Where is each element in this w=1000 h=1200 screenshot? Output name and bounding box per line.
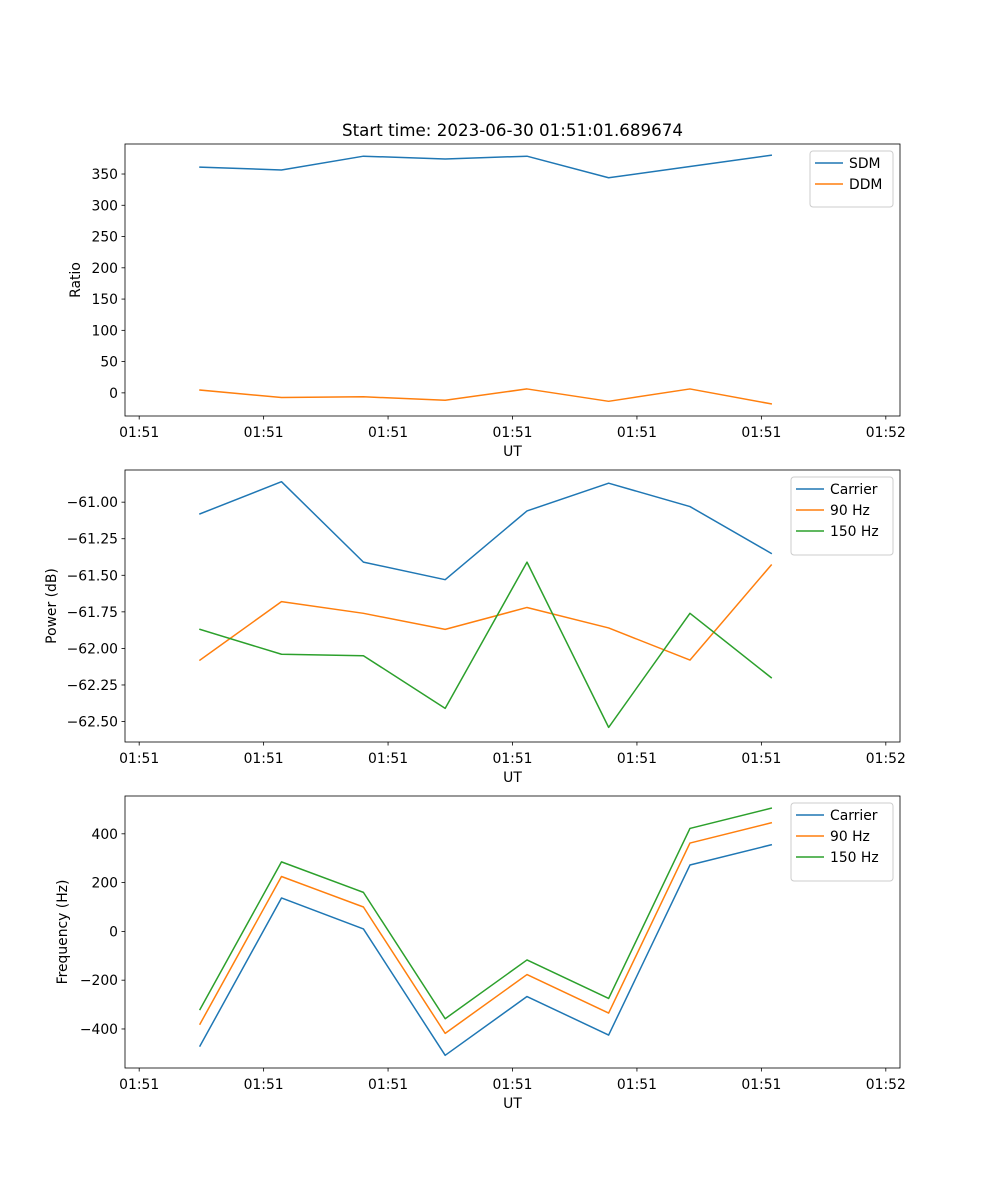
power-x-tick-label: 01:52 (866, 751, 906, 767)
ratio-y-axis-label: Ratio (68, 262, 84, 298)
frequency-x-tick-label: 01:51 (492, 1077, 532, 1093)
power-x-tick-label: 01:51 (741, 751, 781, 767)
frequency-x-tick-label: 01:51 (741, 1077, 781, 1093)
frequency-series-carrier-line (198, 843, 773, 1057)
ratio-legend-frame (809, 150, 894, 208)
power-y-tick-label: −62.00 (67, 641, 118, 657)
power-x-axis-label: UT (503, 770, 522, 786)
power-y-tick-label: −62.25 (67, 678, 118, 694)
frequency-y-tick-label: 400 (91, 827, 118, 843)
power-y-tick-label: −61.50 (67, 568, 118, 584)
ratio-legend: SDM DDM (809, 150, 894, 208)
ratio-x-axis-label: UT (503, 444, 522, 460)
ratio-y-tick-label: 100 (91, 323, 118, 339)
power-series-90-hz-line (198, 563, 773, 662)
power-y-tick-label: −61.25 (67, 532, 118, 548)
frequency-series-90-hz-line (198, 821, 773, 1035)
power-legend-label-carrier: Carrier (830, 482, 878, 498)
frequency-x-tick-label: 01:51 (368, 1077, 408, 1093)
frequency-legend-label-90-hz: 90 Hz (830, 829, 870, 845)
frequency-series-150-hz-line (198, 807, 773, 1020)
power-legend-label-90-hz: 90 Hz (830, 503, 870, 519)
frequency-y-tick-label: −200 (80, 973, 118, 989)
frequency-x-tick-label: 01:51 (617, 1077, 657, 1093)
ratio-y-tick-label: 250 (91, 230, 118, 246)
frequency-panel: 01:51 01:51 01:51 01:51 01:51 01:51 01:52 −400 −… (55, 795, 906, 1112)
ratio-x-tick-label: 01:52 (866, 425, 906, 441)
power-x-tick-label: 01:51 (368, 751, 408, 767)
ratio-y-tick-label: 150 (91, 292, 118, 308)
ratio-x-tick-label: 01:51 (741, 425, 781, 441)
ratio-x-tick-label: 01:51 (492, 425, 532, 441)
ratio-series-ddm-line (199, 388, 773, 405)
frequency-x-tick-label: 01:52 (866, 1077, 906, 1093)
ratio-x-tick-label: 01:51 (617, 425, 657, 441)
power-legend: Carrier 90 Hz 150 Hz (790, 476, 894, 556)
frequency-y-tick-label: 200 (91, 876, 118, 892)
frequency-y-tick-label: −400 (80, 1022, 118, 1038)
frequency-legend-label-150-hz: 150 Hz (830, 850, 879, 866)
ratio-y-tick-label: 200 (91, 261, 118, 277)
power-series-150-hz-line (199, 561, 773, 729)
power-series-carrier-line (198, 480, 773, 581)
frequency-y-axis-label: Frequency (Hz) (55, 880, 71, 985)
power-x-tick-label: 01:51 (119, 751, 159, 767)
power-x-tick-label: 01:51 (492, 751, 532, 767)
ratio-legend-label-ddm: DDM (849, 177, 882, 193)
power-legend-label-150-hz: 150 Hz (830, 524, 879, 540)
power-y-tick-label: −62.50 (67, 715, 118, 731)
power-panel: 01:51 01:51 01:51 01:51 01:51 01:51 01:52 −62.5… (44, 469, 906, 786)
frequency-legend: Carrier 90 Hz 150 Hz (790, 802, 894, 882)
power-x-tick-label: 01:51 (244, 751, 284, 767)
frequency-x-axis-label: UT (503, 1096, 522, 1112)
ratio-legend-label-sdm: SDM (849, 156, 881, 172)
power-legend-frame (790, 476, 894, 556)
ratio-panel: 01:51 01:51 01:51 01:51 01:51 01:51 01:52 0 50 10… (68, 143, 906, 460)
frequency-legend-label-carrier: Carrier (830, 808, 878, 824)
power-y-axis-label: Power (dB) (44, 568, 60, 644)
ratio-y-tick-label: 350 (91, 167, 118, 183)
ratio-y-tick-label: 50 (100, 355, 118, 371)
frequency-x-tick-label: 01:51 (119, 1077, 159, 1093)
frequency-y-tick-label: 0 (109, 924, 118, 940)
power-y-tick-label: −61.00 (67, 495, 118, 511)
power-x-tick-label: 01:51 (617, 751, 657, 767)
ratio-x-tick-label: 01:51 (368, 425, 408, 441)
ratio-series-sdm-line (199, 154, 773, 179)
frequency-x-tick-label: 01:51 (244, 1077, 284, 1093)
ratio-y-tick-label: 300 (91, 198, 118, 214)
frequency-legend-frame (790, 802, 894, 882)
ratio-x-tick-label: 01:51 (244, 425, 284, 441)
ratio-y-tick-label: 0 (109, 386, 118, 402)
figure-title: Start time: 2023-06-30 01:51:01.689674 (342, 120, 683, 140)
power-y-tick-label: −61.75 (67, 605, 118, 621)
ratio-x-tick-label: 01:51 (119, 425, 159, 441)
